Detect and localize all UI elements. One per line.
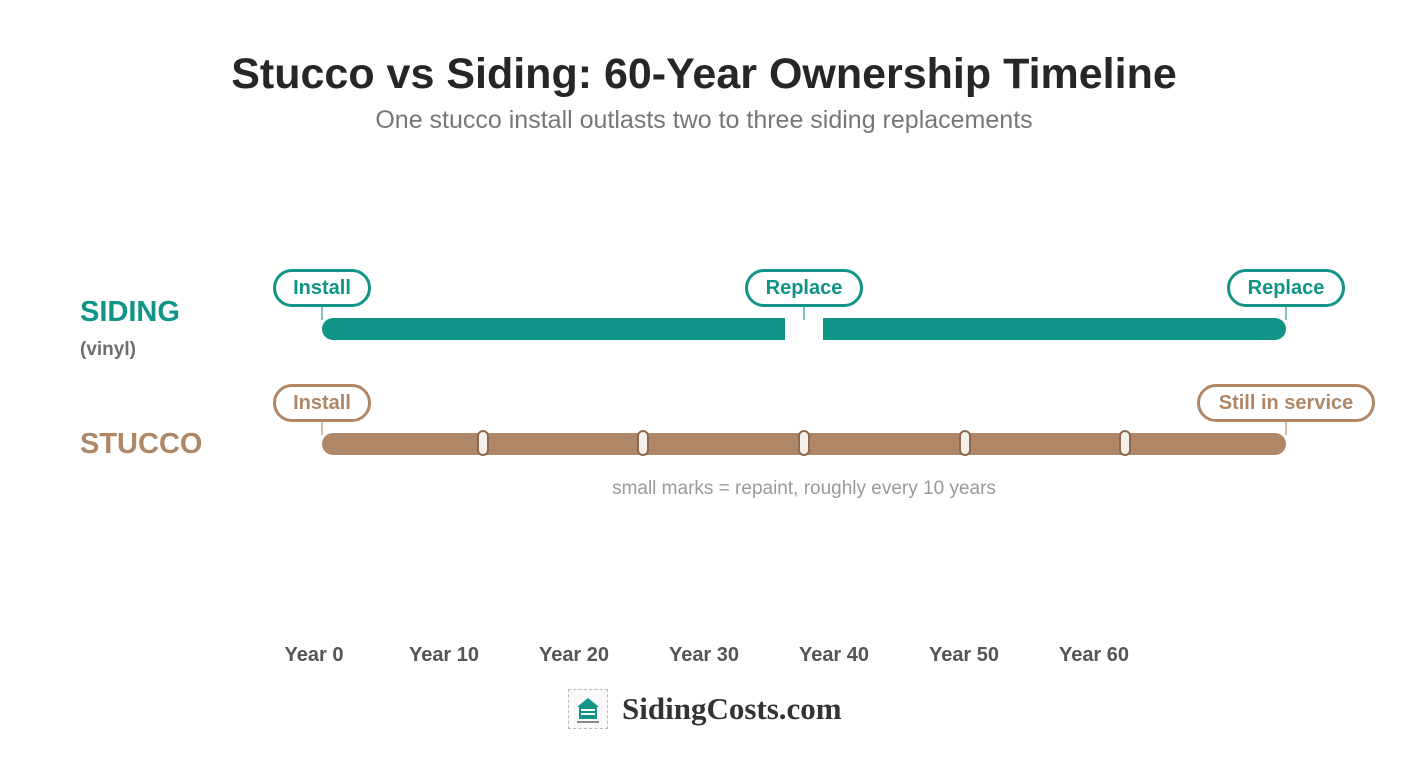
siding-row-label: SIDING: [80, 296, 180, 328]
stucco-still-stem: [1285, 421, 1287, 435]
axis-tick-label: Year 20: [538, 644, 610, 666]
siding-row-sublabel: (vinyl): [80, 339, 136, 360]
house-logo-icon: [568, 689, 608, 729]
repaint-marker: [798, 430, 810, 456]
page-title: Stucco vs Siding: 60-Year Ownership Time…: [231, 50, 1177, 98]
siding-replace-pill-1: Replace: [745, 269, 863, 307]
repaint-marker: [1119, 430, 1131, 456]
siding-lifespan-bar-1: [322, 318, 785, 340]
stucco-install-pill: Install: [273, 384, 371, 422]
siding-replace-1-stem: [803, 306, 805, 320]
siding-replace-2-stem: [1285, 306, 1287, 320]
axis-tick-label: Year 10: [408, 644, 480, 666]
axis-tick-label: Year 30: [668, 644, 740, 666]
repaint-marker: [477, 430, 489, 456]
brand-name: SidingCosts.com: [622, 691, 842, 726]
axis-tick-label: Year 50: [928, 644, 1000, 666]
siding-install-pill: Install: [273, 269, 371, 307]
repaint-legend-note: small marks = repaint, roughly every 10 …: [612, 478, 996, 499]
axis-tick-label: Year 0: [284, 644, 344, 666]
stucco-install-stem: [321, 421, 323, 435]
axis-tick-label: Year 40: [798, 644, 870, 666]
siding-install-stem: [321, 306, 323, 320]
repaint-marker: [637, 430, 649, 456]
page-subtitle: One stucco install outlasts two to three…: [375, 106, 1033, 134]
axis-tick-label: Year 60: [1058, 644, 1130, 666]
siding-replace-pill-2: Replace: [1227, 269, 1345, 307]
repaint-marker: [959, 430, 971, 456]
siding-lifespan-bar-2: [823, 318, 1286, 340]
stucco-row-label: STUCCO: [80, 428, 203, 460]
stucco-still-in-service-pill: Still in service: [1197, 384, 1375, 422]
